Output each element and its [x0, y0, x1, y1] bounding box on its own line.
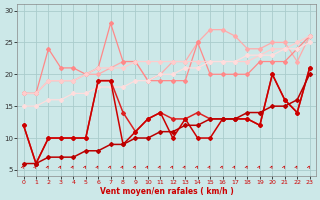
- X-axis label: Vent moyen/en rafales ( km/h ): Vent moyen/en rafales ( km/h ): [100, 187, 234, 196]
